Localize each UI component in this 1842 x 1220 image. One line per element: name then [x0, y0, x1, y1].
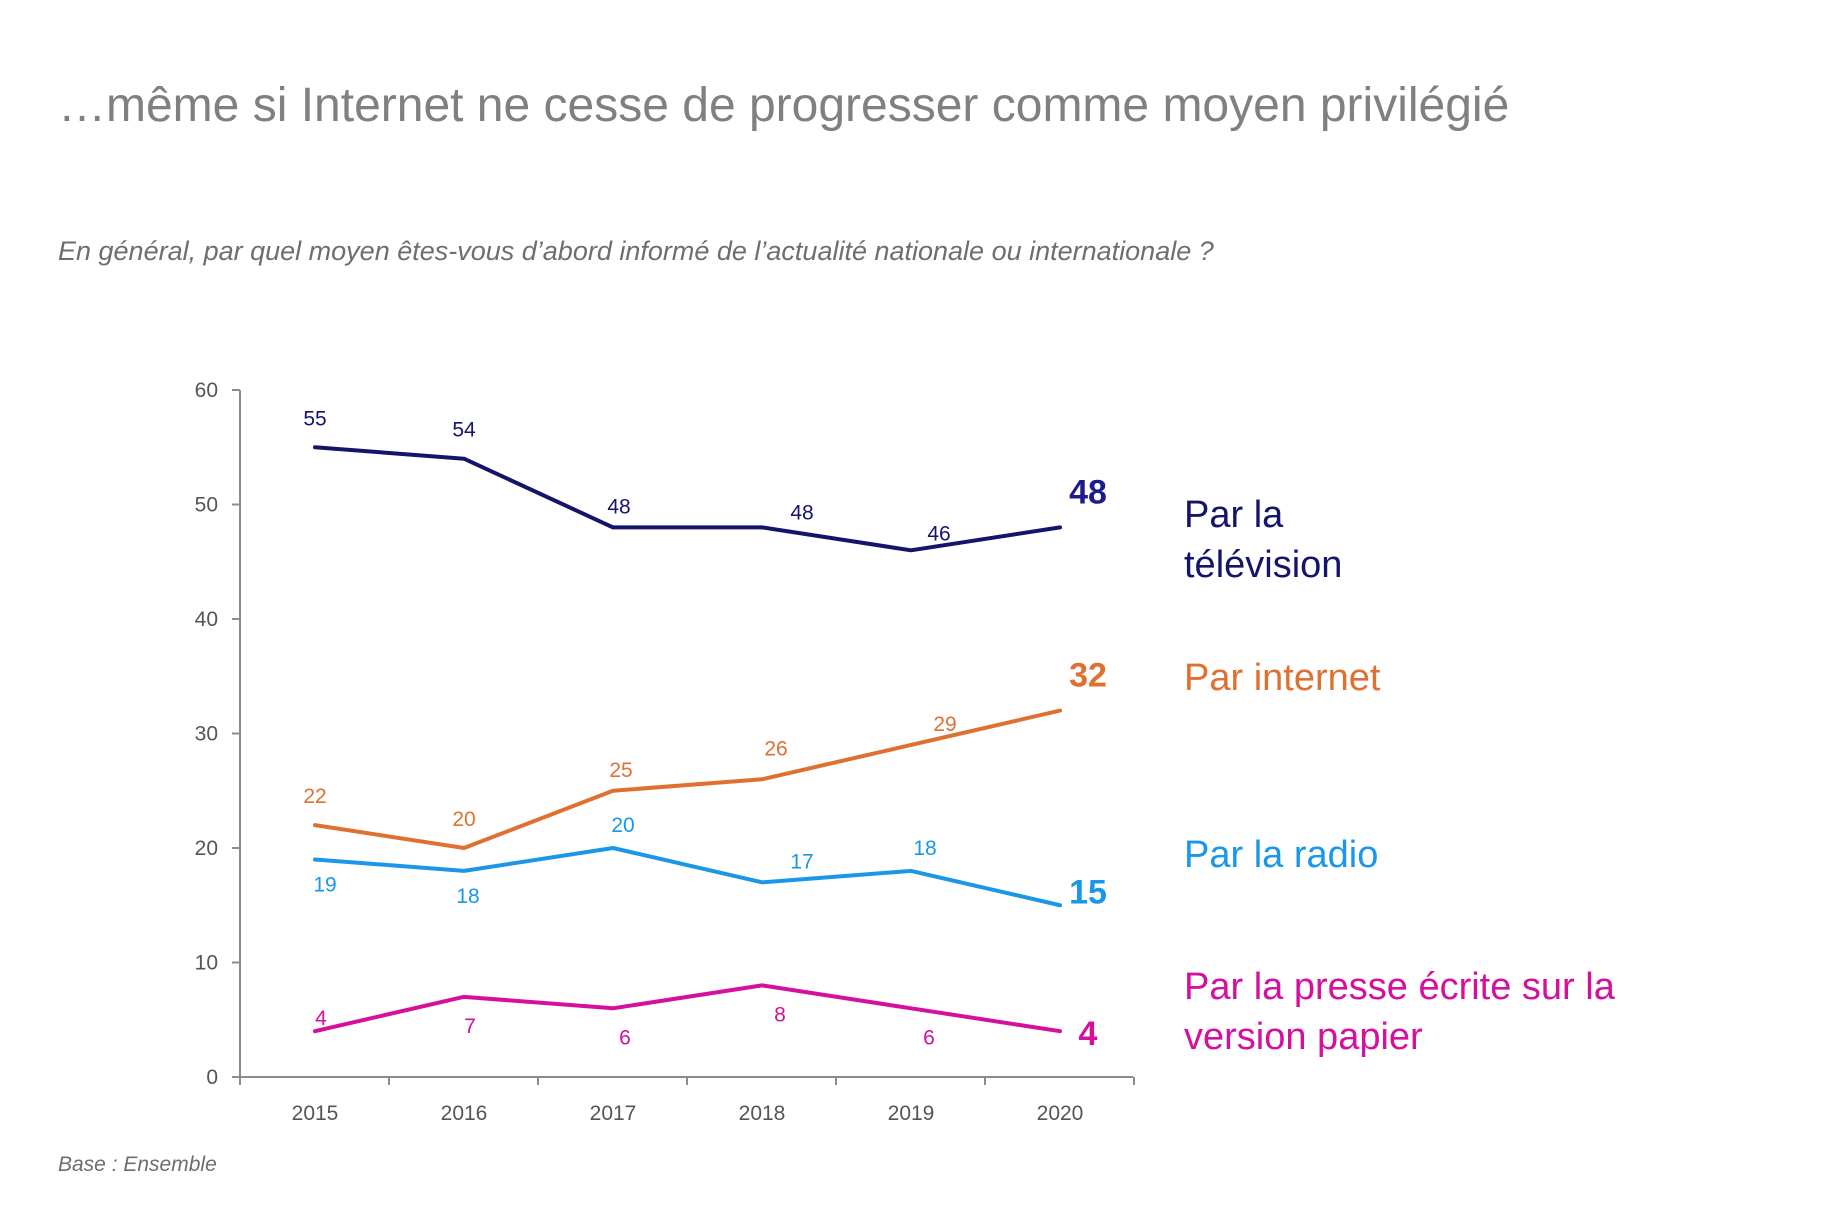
- x-tick-label: 2020: [1037, 1102, 1084, 1125]
- data-label: 22: [303, 785, 326, 808]
- end-value-label: 4: [1079, 1015, 1098, 1053]
- data-label: 46: [927, 522, 950, 545]
- data-label: 20: [452, 808, 475, 831]
- series-line: [313, 708, 1062, 850]
- data-label: 17: [790, 850, 813, 873]
- data-label: 55: [303, 407, 326, 430]
- y-tick-label: 30: [195, 723, 218, 746]
- base-note: Base : Ensemble: [58, 1153, 217, 1176]
- data-label: 54: [452, 419, 476, 442]
- data-label: 48: [790, 501, 813, 524]
- end-value-label: 32: [1069, 657, 1107, 695]
- data-label: 29: [933, 713, 956, 736]
- data-label: 6: [619, 1026, 631, 1049]
- data-label: 25: [609, 759, 632, 782]
- series-line: [313, 983, 1062, 1034]
- data-label: 7: [464, 1015, 476, 1038]
- data-label: 6: [923, 1026, 935, 1049]
- data-label: 8: [774, 1003, 786, 1026]
- x-tick-label: 2018: [739, 1102, 786, 1125]
- series-line: [313, 445, 1062, 553]
- data-label: 26: [764, 737, 787, 760]
- x-tick-label: 2019: [888, 1102, 935, 1125]
- y-tick-label: 50: [195, 494, 218, 517]
- data-label: 48: [607, 495, 630, 518]
- data-label: 4: [315, 1007, 327, 1030]
- x-tick-label: 2016: [441, 1102, 488, 1125]
- legend-radio: Par la radio: [1184, 834, 1379, 876]
- x-tick-label: 2017: [590, 1102, 637, 1125]
- end-value-label: 15: [1069, 873, 1107, 911]
- y-tick-label: 10: [195, 952, 218, 975]
- legend-internet: Par internet: [1184, 657, 1381, 699]
- data-label: 19: [313, 873, 336, 896]
- survey-question: En général, par quel moyen êtes-vous d’a…: [58, 236, 1214, 266]
- y-tick-label: 20: [195, 837, 218, 860]
- data-label: 18: [456, 885, 479, 908]
- data-label: 18: [913, 837, 936, 860]
- data-label: 20: [611, 814, 634, 837]
- y-tick-label: 0: [206, 1066, 218, 1089]
- page-title: …même si Internet ne cesse de progresser…: [58, 79, 1510, 132]
- end-value-label: 48: [1069, 473, 1107, 511]
- x-tick-label: 2015: [292, 1102, 339, 1125]
- series-line: [313, 846, 1062, 908]
- y-tick-label: 40: [195, 608, 218, 631]
- y-tick-label: 60: [195, 379, 218, 402]
- legend-television: Par la télévision: [1184, 494, 1343, 586]
- legend-presse: Par la presse écrite sur la version papi…: [1184, 966, 1615, 1058]
